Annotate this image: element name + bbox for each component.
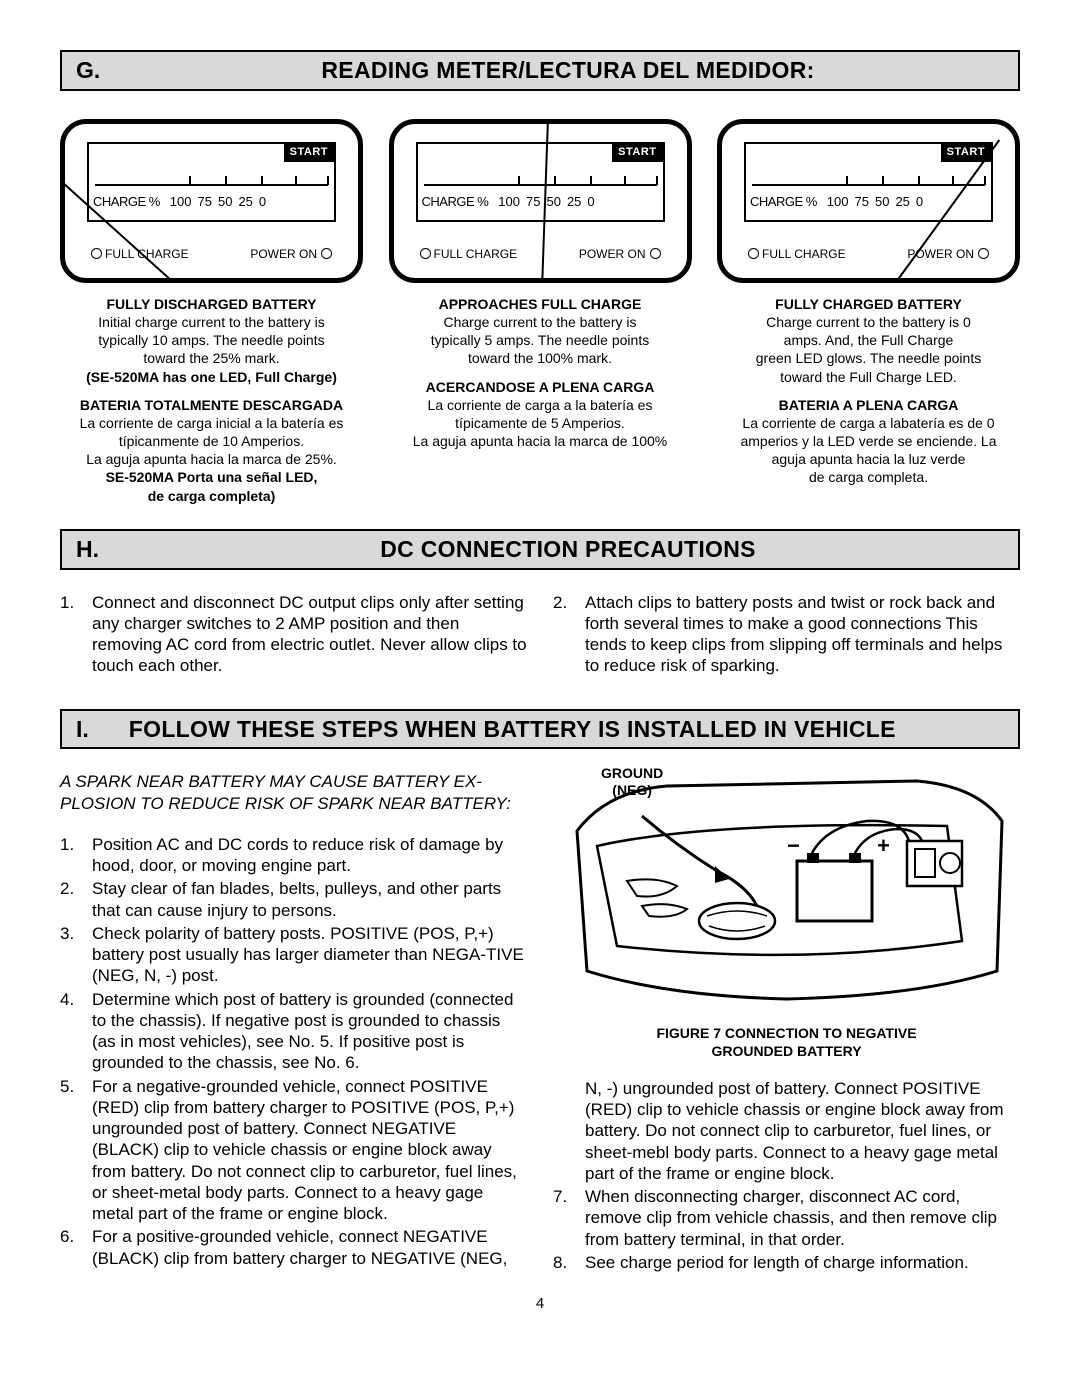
section-g-header: G. READING METER/LECTURA DEL MEDIDOR: [60, 50, 1020, 91]
meter-2-caption-es: ACERCANDOSE A PLENA CARGA La corriente d… [385, 378, 695, 451]
full-charge-led-icon [91, 248, 102, 259]
svg-text:−: − [787, 833, 800, 858]
ground-label: GROUND (NEG) [601, 765, 663, 799]
section-h-letter: H. [76, 535, 132, 564]
meter-1-caption-es: BATERIA TOTALMENTE DESCARGADA La corrien… [57, 396, 367, 505]
precautions-list-left: Connect and disconnect DC output clips o… [60, 592, 527, 677]
vehicle-step-2: Stay clear of fan blades, belts, pulleys… [60, 878, 527, 921]
meter-col-1: START CHARGE % 100 75 50 25 0 FULL CHA [60, 119, 363, 505]
meter-3-caption-en: FULLY CHARGED BATTERY Charge current to … [714, 295, 1024, 386]
vehicle-list-right: When disconnecting charger, disconnect A… [553, 1186, 1020, 1273]
vehicle-step-6b: N, -) ungrounded post of battery. Connec… [553, 1078, 1020, 1184]
meter-2: START CHARGE % 100 75 50 25 0 FULL CHA [389, 119, 692, 283]
vehicle-step-8: See charge period for length of charge i… [553, 1252, 1020, 1273]
precaution-1: Connect and disconnect DC output clips o… [60, 592, 527, 677]
meter-3: START CHARGE % 100 75 50 25 0 FULL CHA [717, 119, 1020, 283]
meter-1-scale [95, 184, 328, 186]
vehicle-step-1: Position AC and DC cords to reduce risk … [60, 834, 527, 877]
precautions: Connect and disconnect DC output clips o… [60, 592, 1020, 679]
meter-3-caption-es: BATERIA A PLENA CARGA La corriente de ca… [714, 396, 1024, 487]
vehicle-step-7: When disconnecting charger, disconnect A… [553, 1186, 1020, 1250]
section-i-title: FOLLOW THESE STEPS WHEN BATTERY IS INSTA… [129, 715, 1004, 744]
meter-1-start: START [284, 144, 334, 162]
meter-col-2: START CHARGE % 100 75 50 25 0 FULL CHA [389, 119, 692, 505]
vehicle-step-4: Determine which post of battery is groun… [60, 989, 527, 1074]
meters-row: START CHARGE % 100 75 50 25 0 FULL CHA [60, 119, 1020, 505]
meter-1-bottom: FULL CHARGE POWER ON [91, 247, 332, 262]
section-i-header: I. FOLLOW THESE STEPS WHEN BATTERY IS IN… [60, 709, 1020, 750]
full-charge-led-icon [748, 248, 759, 259]
figure-7: GROUND (NEG) − + [553, 771, 1020, 1011]
engine-diagram-icon: − + [553, 771, 1020, 1011]
precautions-list-right: Attach clips to battery posts and twist … [553, 592, 1020, 677]
meter-1-labels: CHARGE % 100 75 50 25 0 [89, 194, 334, 210]
meter-col-3: START CHARGE % 100 75 50 25 0 FULL CHA [717, 119, 1020, 505]
vehicle-step-3: Check polarity of battery posts. POSITIV… [60, 923, 527, 987]
precaution-2: Attach clips to battery posts and twist … [553, 592, 1020, 677]
page-number: 4 [60, 1295, 1020, 1314]
full-charge-led-icon [420, 248, 431, 259]
section-i-letter: I. [76, 715, 89, 744]
section-h-title: DC CONNECTION PRECAUTIONS [132, 535, 1004, 564]
power-on-led-icon [650, 248, 661, 259]
meter-1-panel: START CHARGE % 100 75 50 25 0 [87, 142, 336, 222]
meter-1-caption-en: FULLY DISCHARGED BATTERY Initial charge … [57, 295, 367, 386]
vehicle-step-6a: For a positive-grounded vehicle, connect… [60, 1226, 527, 1269]
figure-7-caption: FIGURE 7 CONNECTION TO NEGATIVE GROUNDED… [553, 1024, 1020, 1060]
section-h-header: H. DC CONNECTION PRECAUTIONS [60, 529, 1020, 570]
vehicle-step-5: For a negative-grounded vehicle, connect… [60, 1076, 527, 1225]
meter-1: START CHARGE % 100 75 50 25 0 FULL CHA [60, 119, 363, 283]
vehicle-steps: A SPARK NEAR BATTERY MAY CAUSE BATTERY E… [60, 771, 1020, 1275]
vehicle-warning: A SPARK NEAR BATTERY MAY CAUSE BATTERY E… [60, 771, 527, 814]
section-g-letter: G. [76, 56, 132, 85]
vehicle-list-left: Position AC and DC cords to reduce risk … [60, 834, 527, 1269]
meter-2-caption-en: APPROACHES FULL CHARGE Charge current to… [385, 295, 695, 368]
svg-text:+: + [877, 833, 890, 858]
power-on-led-icon [321, 248, 332, 259]
section-g-title: READING METER/LECTURA DEL MEDIDOR: [132, 56, 1004, 85]
power-on-led-icon [978, 248, 989, 259]
